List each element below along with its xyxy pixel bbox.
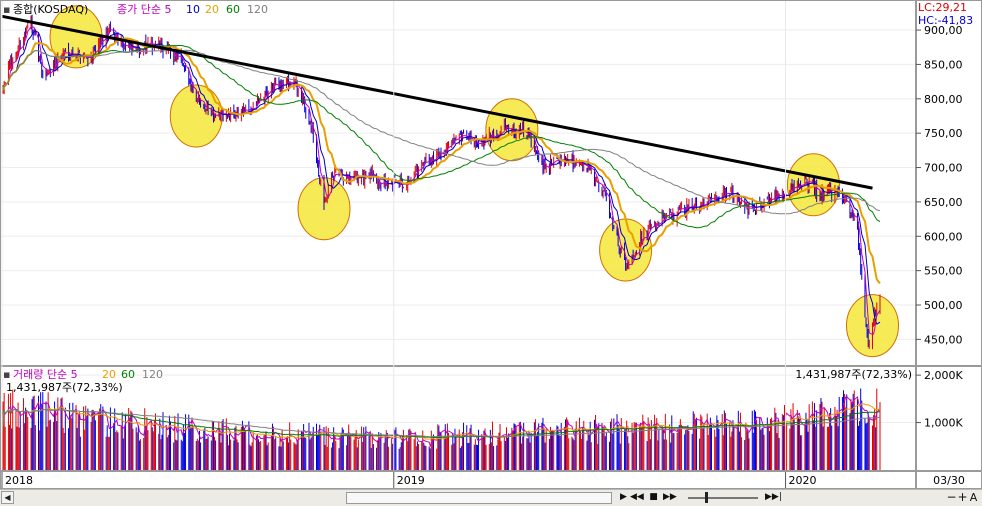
price-legend-title: 종합(KOSDAQ) bbox=[13, 3, 88, 16]
trendline bbox=[1, 14, 873, 190]
price-tick-label: 650,00 bbox=[924, 196, 963, 209]
volume-axis bbox=[916, 366, 982, 471]
price-tick-label: 700,00 bbox=[924, 162, 963, 175]
volume-ma-lines bbox=[1, 395, 881, 448]
price-tick-label: 900,00 bbox=[924, 24, 963, 37]
highlight-circles bbox=[49, 5, 899, 358]
lc-value: LC:29,21 bbox=[918, 1, 967, 14]
price-tick-label: 800,00 bbox=[924, 93, 963, 106]
highlight-circle bbox=[169, 84, 223, 148]
highlight-circle bbox=[786, 153, 840, 217]
volume-tick-label: 2,000K bbox=[924, 369, 963, 382]
volume-legend-ma120: 120 bbox=[142, 368, 163, 381]
date-tick-label: 2019 bbox=[397, 474, 425, 487]
hc-value: HC:-41,83 bbox=[918, 14, 973, 27]
volume-ma-line-120 bbox=[1, 408, 881, 438]
volume-ma-line-60 bbox=[1, 408, 881, 438]
price-tick-label: 750,00 bbox=[924, 127, 963, 140]
fast-forward-icon[interactable]: ▶▶ bbox=[663, 492, 677, 502]
prev-icon[interactable]: ▶ bbox=[620, 492, 627, 502]
price-legend-ma60: 60 bbox=[226, 3, 240, 16]
price-legend-ma5: 종가 단순 5 bbox=[117, 3, 171, 16]
price-pane[interactable] bbox=[0, 0, 916, 366]
ma-line-120 bbox=[1, 49, 881, 215]
date-tick-label: 2018 bbox=[5, 474, 33, 487]
zoom-in-icon[interactable]: + bbox=[957, 490, 968, 504]
volume-tick-labels: 1,000K 2,000K bbox=[916, 369, 963, 430]
scroll-thumb[interactable] bbox=[346, 492, 612, 504]
volume-legend-marker: ▪ bbox=[3, 368, 10, 381]
volume-value-right: 1,431,987주(72,33%) bbox=[795, 368, 912, 381]
date-axis bbox=[0, 471, 916, 489]
horizontal-scrollbar[interactable]: ◀ ▶ ◀◀ ■ ▶▶ ▶▶| − + A bbox=[0, 489, 982, 506]
volume-legend-ma60: 60 bbox=[121, 368, 135, 381]
volume-ma-line-20 bbox=[1, 403, 881, 441]
volume-tick-label: 1,000K bbox=[924, 417, 963, 430]
ma-line-20 bbox=[1, 37, 881, 285]
price-legend-ma120: 120 bbox=[247, 3, 268, 16]
price-tick-label: 850,00 bbox=[924, 58, 963, 71]
price-legend-ma10: 10 bbox=[186, 3, 200, 16]
date-corner-label: 03/30 bbox=[933, 474, 965, 487]
zoom-out-icon[interactable]: − bbox=[946, 490, 957, 504]
text-icon[interactable]: A bbox=[969, 491, 978, 504]
legend-marker: ▪ bbox=[3, 3, 10, 16]
price-tick-labels: 450,00 500,00 550,00 600,00 650,00 700,00 750,… bbox=[916, 24, 963, 346]
price-tick-label: 500,00 bbox=[924, 299, 963, 312]
volume-legend-ma5: 거래량 단순 5 bbox=[13, 368, 78, 381]
zoom-slider-knob[interactable] bbox=[705, 492, 708, 503]
next-icon[interactable]: ▶▶| bbox=[765, 492, 782, 502]
trendline-layer bbox=[1, 14, 873, 190]
price-tick-label: 450,00 bbox=[924, 333, 963, 346]
volume-value-left: 1,431,987주(72,33%) bbox=[6, 381, 123, 394]
date-tick-label: 2020 bbox=[789, 474, 817, 487]
scroll-left-icon[interactable]: ◀ bbox=[1, 491, 14, 504]
rewind-icon[interactable]: ◀◀ bbox=[630, 492, 644, 502]
price-tick-label: 550,00 bbox=[924, 265, 963, 278]
ma-line-60 bbox=[1, 45, 881, 229]
zoom-slider-track[interactable] bbox=[688, 497, 758, 499]
moving-average-lines bbox=[1, 25, 881, 335]
date-tick-labels: 2018 2019 2020 bbox=[1, 1, 817, 488]
price-tick-label: 600,00 bbox=[924, 230, 963, 243]
price-axis bbox=[916, 0, 982, 366]
price-legend-ma20: 20 bbox=[205, 3, 219, 16]
stop-icon[interactable]: ■ bbox=[649, 492, 658, 502]
volume-legend-ma20: 20 bbox=[102, 368, 116, 381]
